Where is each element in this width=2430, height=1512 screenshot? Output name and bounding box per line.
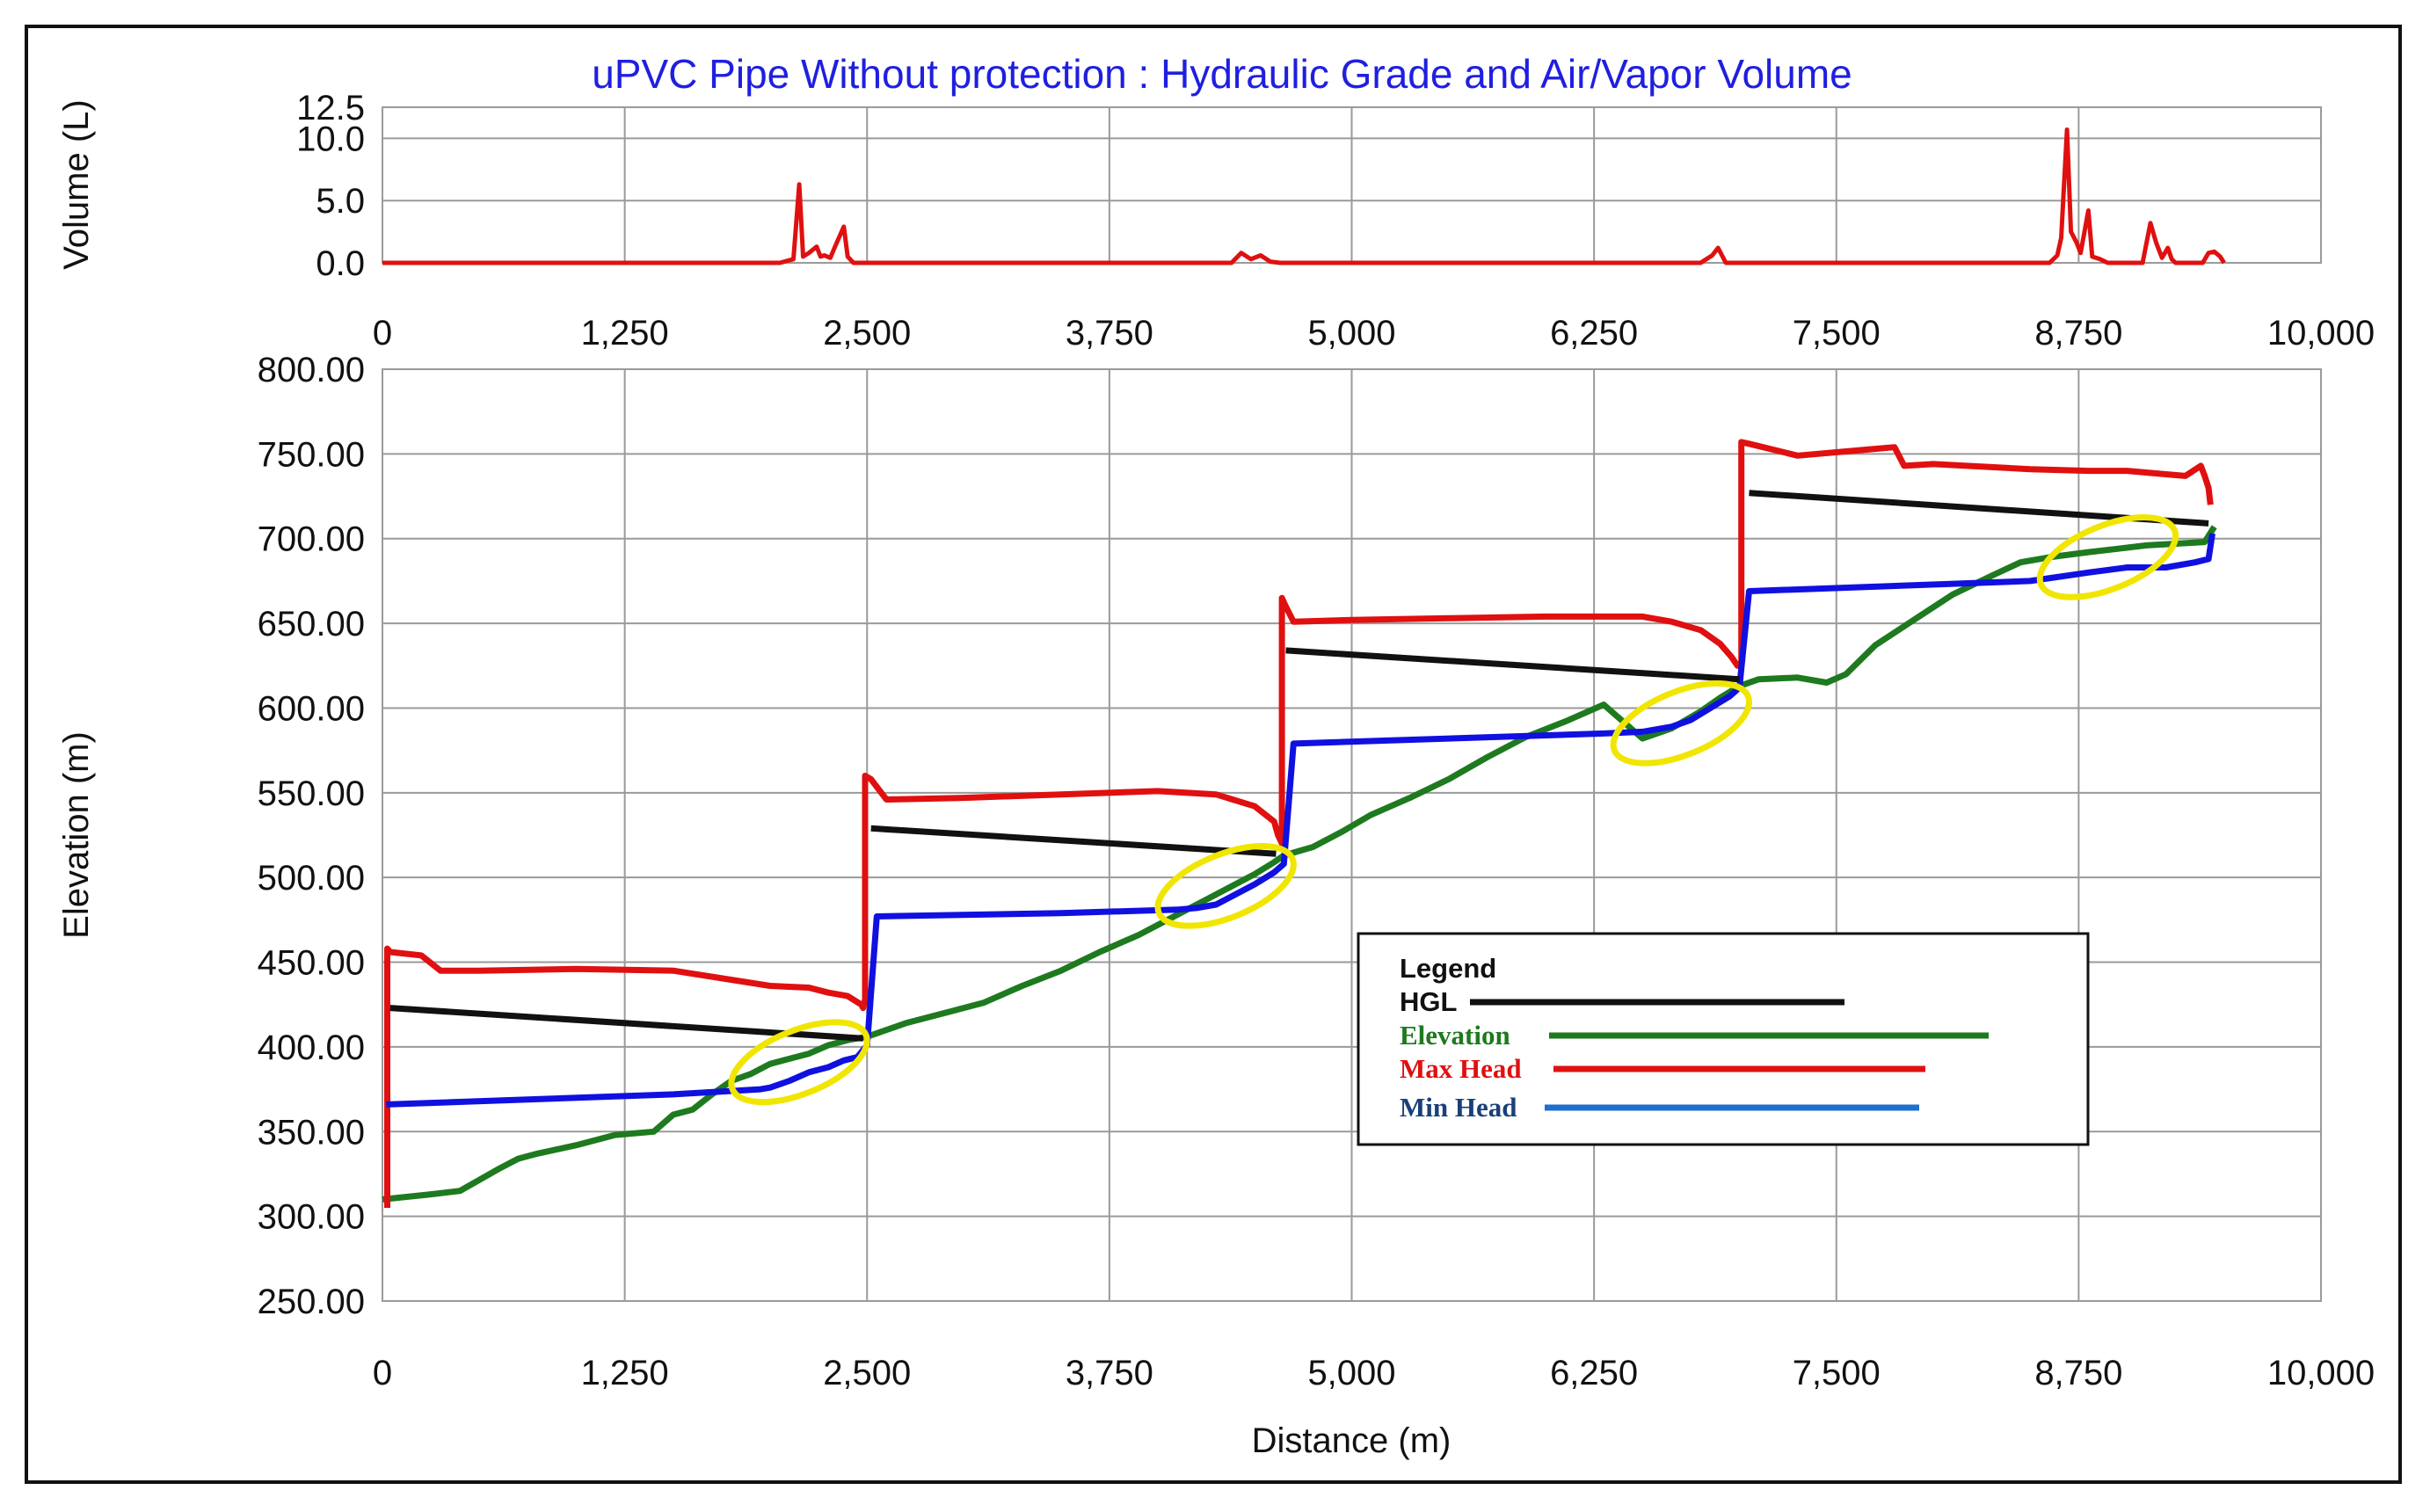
volume-x-tick-label: 8,750 (2034, 314, 2122, 353)
elevation-y-axis-title: Elevation (m) (57, 731, 96, 939)
elevation-y-tick-labels: 250.00 300.00 350.00 400.00 450.00 500.00 550.… (258, 351, 365, 1321)
volume-y-tick-labels: 0.0 5.0 10.012.5 (296, 89, 365, 283)
highlight-ellipse (1154, 842, 1297, 929)
elevation-y-tick-label: 250.00 (258, 1283, 365, 1321)
elevation-y-tick-label: 300.00 (258, 1198, 365, 1237)
elevation-series-group (382, 439, 2217, 1208)
elevation-x-tick-label: 2,500 (823, 1354, 911, 1392)
elevation-x-tick-label: 6,250 (1550, 1354, 1638, 1392)
volume-panel: 0.0 5.0 10.012.5 0 1,250 2,500 3,750 5,000 6,25… (57, 89, 2375, 353)
elevation-y-tick-label: 350.00 (258, 1113, 365, 1152)
elevation-series-line (382, 525, 2217, 1203)
elevation-x-tick-labels: 0 1,250 2,500 3,750 5,000 6,250 7,500 8,750 10,0… (373, 1354, 2375, 1392)
elevation-y-tick-label: 750.00 (258, 435, 365, 474)
elevation-y-tick-label: 600.00 (258, 689, 365, 728)
hgl-series-line (870, 825, 1277, 857)
highlight-ellipses (728, 514, 2179, 1106)
hgl-series-line (1285, 647, 1740, 683)
volume-y-tick-label: 5.0 (316, 182, 365, 221)
max-head-series-line (384, 439, 2214, 1208)
elevation-y-tick-label: 700.00 (258, 520, 365, 559)
volume-series-line (382, 127, 2226, 265)
volume-y-tick-label: 12.5 (296, 89, 365, 127)
elevation-x-tick-label: 0 (373, 1354, 392, 1392)
elevation-y-tick-label: 500.00 (258, 859, 365, 898)
volume-x-tick-label: 3,750 (1066, 314, 1153, 353)
volume-y-tick-label: 10.0 (296, 120, 365, 158)
volume-y-tick-label: 0.0 (316, 244, 365, 283)
elevation-panel: 250.00 300.00 350.00 400.00 450.00 500.00 550.… (57, 351, 2375, 1460)
elevation-x-tick-label: 1,250 (581, 1354, 669, 1392)
highlight-ellipse (728, 1019, 870, 1106)
volume-x-tick-label: 10,000 (2267, 314, 2375, 353)
elevation-x-tick-label: 5,000 (1307, 1354, 1395, 1392)
volume-x-tick-label: 7,500 (1793, 314, 1881, 353)
volume-x-tick-label: 5,000 (1307, 314, 1395, 353)
chart-title: uPVC Pipe Without protection : Hydraulic… (592, 51, 1852, 97)
elevation-y-tick-label: 450.00 (258, 944, 365, 983)
legend-label-elevation: Elevation (1400, 1020, 1510, 1050)
elevation-x-tick-label: 3,750 (1066, 1354, 1153, 1392)
highlight-ellipse (2036, 514, 2179, 600)
volume-y-axis-title: Volume (L) (57, 99, 96, 269)
elevation-x-tick-label: 8,750 (2034, 1354, 2122, 1392)
elevation-y-tick-label: 550.00 (258, 774, 365, 813)
x-axis-title: Distance (m) (1252, 1421, 1451, 1460)
highlight-ellipse (1610, 680, 1753, 767)
volume-series-group (382, 127, 2226, 265)
volume-x-tick-labels: 0 1,250 2,500 3,750 5,000 6,250 7,500 8,750 10,0… (373, 314, 2375, 353)
legend-label-hgl: HGL (1400, 986, 1457, 1017)
elevation-y-tick-label: 800.00 (258, 351, 365, 389)
elevation-x-tick-label: 10,000 (2267, 1354, 2375, 1392)
min-head-series-line (386, 533, 2215, 1108)
legend-title: Legend (1400, 953, 1496, 984)
legend-label-min-head: Min Head (1400, 1092, 1517, 1123)
elevation-x-tick-label: 7,500 (1793, 1354, 1881, 1392)
elevation-y-tick-label: 650.00 (258, 605, 365, 643)
legend-label-max-head: Max Head (1400, 1053, 1522, 1084)
volume-x-tick-label: 2,500 (823, 314, 911, 353)
volume-x-tick-label: 6,250 (1550, 314, 1638, 353)
volume-x-tick-label: 1,250 (581, 314, 669, 353)
elevation-y-tick-label: 400.00 (258, 1029, 365, 1067)
volume-x-tick-label: 0 (373, 314, 392, 353)
